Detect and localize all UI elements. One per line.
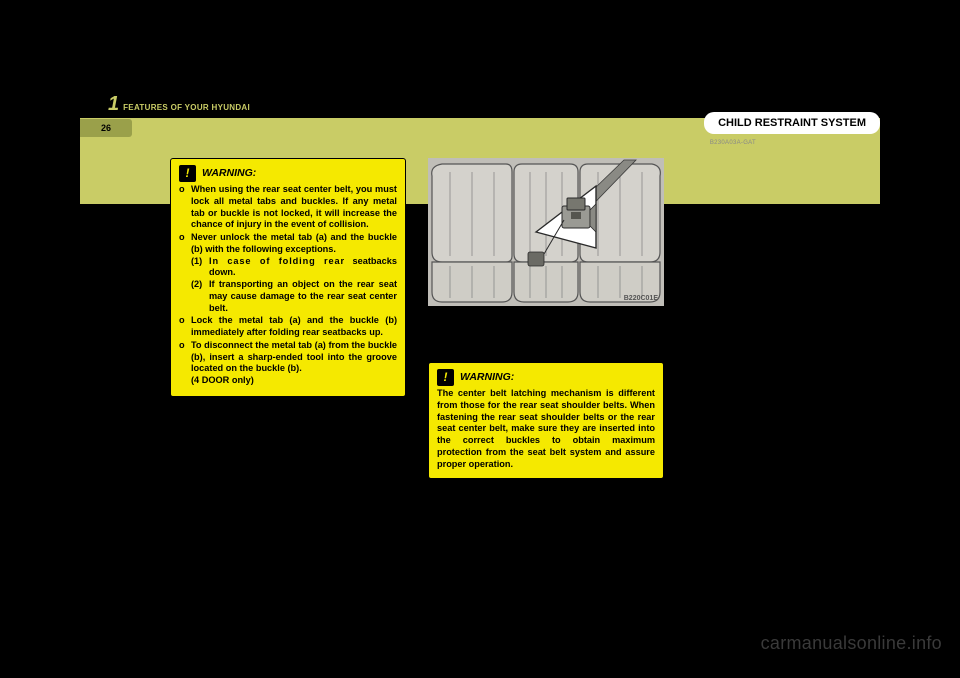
seat-svg [428,158,664,306]
warning-sublist: (1) In case of folding rear seatbacks do… [191,256,397,315]
subitem-text: In case of folding rear [209,256,345,266]
section-title: CHILD RESTRAINT SYSTEM [704,112,880,134]
subitem-number: (2) [191,279,202,291]
warning-box-left: ! WARNING: When using the rear seat cent… [170,158,406,397]
column-left: ! WARNING: When using the rear seat cent… [170,158,406,397]
warning-item: To disconnect the metal tab (a) from the… [179,340,397,387]
chapter-title: FEATURES OF YOUR HYUNDAI [123,103,250,112]
section-code: B230A03A-GAT [710,140,756,146]
warning-title: WARNING: [202,167,256,180]
manual-page: 1 FEATURES OF YOUR HYUNDAI 26 CHILD REST… [80,82,880,622]
warning-icon: ! [179,165,196,182]
page-number: 26 [101,123,111,133]
warning-title: WARNING: [460,371,514,384]
seat-belt-illustration: B220C01E [428,158,664,306]
image-code: B220C01E [624,295,658,302]
watermark: carmanualsonline.info [761,633,942,654]
subitem-number: (1) [191,256,202,268]
warning-item-text: Never unlock the metal tab (a) and the b… [191,232,397,254]
warning-header: ! WARNING: [437,369,655,386]
warning-header: ! WARNING: [179,165,397,182]
warning-text: The center belt latching mechanism is di… [437,388,655,470]
warning-box-middle: ! WARNING: The center belt latching mech… [428,362,664,479]
warning-item: Never unlock the metal tab (a) and the b… [179,232,397,314]
warning-list: When using the rear seat center belt, yo… [179,184,397,387]
chapter-number: 1 [108,93,119,116]
chapter-header: 1 FEATURES OF YOUR HYUNDAI [108,93,250,116]
warning-subitem: (2) If transporting an object on the rea… [191,279,397,314]
warning-icon: ! [437,369,454,386]
warning-item: Lock the metal tab (a) and the buckle (b… [179,315,397,339]
warning-subitem: (1) In case of folding rear seatbacks do… [191,256,397,280]
warning-item: When using the rear seat center belt, yo… [179,184,397,231]
subitem-text: If transporting an object on the rear se… [209,279,397,313]
page-number-box: 26 [80,119,132,137]
warning-item-text: To disconnect the metal tab (a) from the… [191,340,397,374]
warning-note: (4 DOOR only) [191,375,254,385]
column-middle: B220C01E ! WARNING: The center belt latc… [428,158,664,479]
